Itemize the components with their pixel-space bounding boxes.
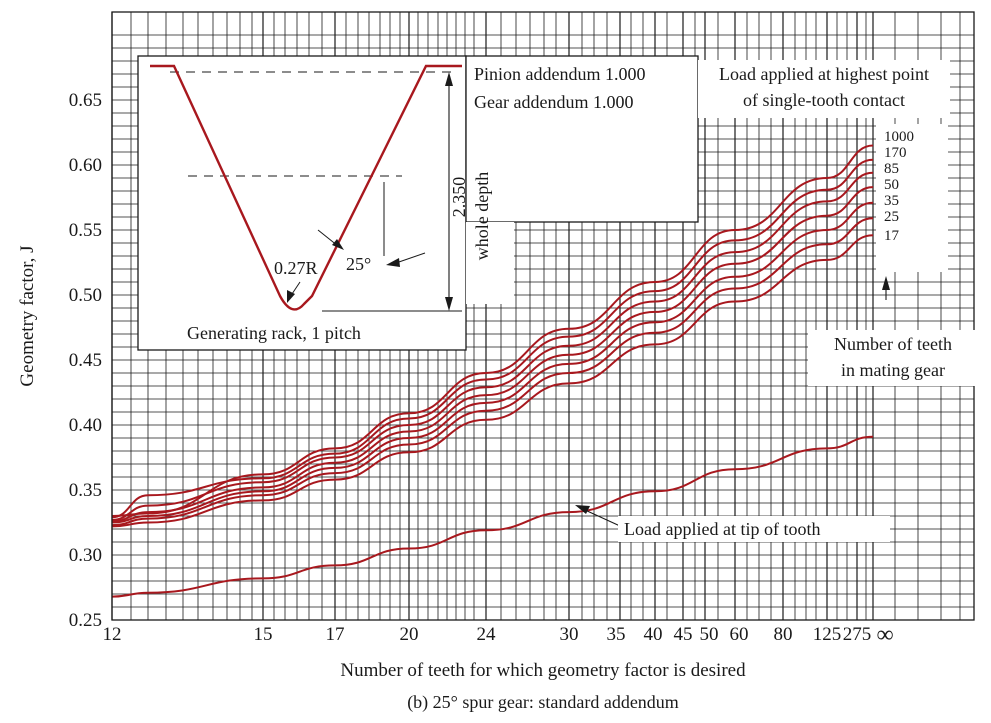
x-tick-label: 12 bbox=[103, 624, 122, 645]
y-tick-label: 0.50 bbox=[69, 285, 102, 306]
highest-point-label-line2: of single-tooth contact bbox=[743, 90, 905, 110]
pinion-addendum-label: Pinion addendum 1.000 bbox=[474, 64, 646, 84]
series-line-2 bbox=[111, 171, 874, 521]
x-tick-label: 45 bbox=[674, 624, 693, 645]
inset-box: 0.27R 25° Generating rack, 1 pitch 2.350… bbox=[137, 55, 699, 351]
angle-arrow-left-head bbox=[332, 239, 344, 250]
tip-arrow-shaft bbox=[584, 509, 621, 527]
series-label-35: 35 bbox=[884, 193, 899, 209]
y-tick-label: 0.25 bbox=[69, 610, 102, 631]
x-tick-label: 125 bbox=[813, 624, 842, 645]
y-axis-label: Geometry factor, J bbox=[17, 245, 38, 386]
series-line-5 bbox=[111, 217, 874, 527]
y-tick-label: 0.65 bbox=[69, 90, 102, 111]
x-tick-label: ∞ bbox=[876, 622, 893, 648]
radius-arrow-head bbox=[287, 290, 295, 303]
highest-point-label-line1: Load applied at highest point bbox=[719, 64, 929, 84]
y-tick-label: 0.30 bbox=[69, 545, 102, 566]
x-tick-label: 50 bbox=[700, 624, 719, 645]
inset-label-panel bbox=[466, 222, 514, 304]
y-tick-label: 0.55 bbox=[69, 220, 102, 241]
y-tick-label: 0.60 bbox=[69, 155, 102, 176]
x-tick-label: 15 bbox=[254, 624, 273, 645]
mating-gear-label-line2: in mating gear bbox=[841, 360, 945, 380]
mating-gear-arrow-head bbox=[882, 276, 890, 290]
series-label-backdrop bbox=[876, 124, 948, 272]
depth-value: 2.350 bbox=[449, 177, 469, 218]
y-tick-label: 0.40 bbox=[69, 415, 102, 436]
gear-addendum-label: Gear addendum 1.000 bbox=[474, 92, 633, 112]
tip-label: Load applied at tip of tooth bbox=[624, 519, 820, 539]
x-tick-label: 40 bbox=[644, 624, 663, 645]
angle-label: 25° bbox=[346, 254, 371, 274]
series-line-1 bbox=[111, 158, 874, 519]
x-tick-label: 80 bbox=[774, 624, 793, 645]
mating-gear-label-line1: Number of teeth bbox=[834, 334, 952, 354]
tip-arrow-head bbox=[575, 505, 590, 514]
x-tick-label: 35 bbox=[607, 624, 626, 645]
figure-caption: (b) 25° spur gear: standard addendum bbox=[407, 692, 679, 713]
y-tick-labels: 0.25 0.30 0.35 0.40 0.45 0.50 0.55 0.60 0.65 bbox=[69, 90, 102, 631]
series-label-25: 25 bbox=[884, 209, 899, 225]
series-label-170: 170 bbox=[884, 145, 907, 161]
x-tick-label: 17 bbox=[326, 624, 345, 645]
x-tick-label: 20 bbox=[400, 624, 419, 645]
depth-arrow-top bbox=[445, 72, 453, 86]
x-tick-label: 275 bbox=[843, 624, 872, 645]
highest-point-annotation: Load applied at highest point of single-… bbox=[698, 60, 950, 118]
plot-frame bbox=[111, 11, 975, 621]
curves bbox=[111, 144, 874, 598]
angle-arrow-right bbox=[395, 252, 426, 264]
mating-gear-backdrop bbox=[808, 330, 976, 386]
x-tick-label: 30 bbox=[560, 624, 579, 645]
depth-arrow-bottom bbox=[445, 297, 453, 311]
series-line-6 bbox=[111, 234, 874, 528]
tip-label-backdrop bbox=[618, 516, 890, 542]
series-line-0 bbox=[111, 144, 874, 517]
series-label-50: 50 bbox=[884, 177, 899, 193]
inset-text-panel bbox=[465, 55, 699, 223]
series-line-7 bbox=[111, 435, 874, 598]
series-label-1000: 1000 bbox=[884, 129, 914, 145]
depth-label: whole depth bbox=[472, 172, 492, 260]
series-line-3 bbox=[111, 186, 874, 523]
y-tick-label: 0.45 bbox=[69, 350, 102, 371]
rack-profile bbox=[150, 64, 462, 311]
series-label-85: 85 bbox=[884, 161, 899, 177]
series-line-4 bbox=[111, 201, 874, 524]
x-axis-label: Number of teeth for which geometry facto… bbox=[340, 660, 746, 681]
angle-arrow-right-head bbox=[386, 258, 400, 267]
series-label-17: 17 bbox=[884, 228, 900, 244]
x-tick-label: 60 bbox=[730, 624, 749, 645]
highest-point-backdrop bbox=[698, 60, 950, 118]
radius-label: 0.27R bbox=[274, 258, 318, 278]
x-tick-label: 24 bbox=[477, 624, 497, 645]
y-tick-label: 0.35 bbox=[69, 480, 102, 501]
rack-label: Generating rack, 1 pitch bbox=[187, 323, 361, 343]
mating-gear-annotation: Number of teeth in mating gear bbox=[808, 276, 976, 386]
tip-annotation: Load applied at tip of tooth bbox=[575, 505, 890, 542]
x-tick-labels: 12 15 17 20 24 30 35 40 45 50 60 80 125 275 ∞ bbox=[103, 622, 894, 648]
